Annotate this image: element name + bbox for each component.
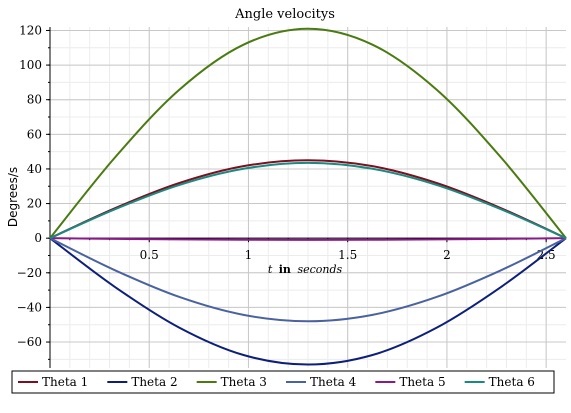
- y-tick-label: 120: [19, 23, 42, 37]
- x-axis-label-in: in: [279, 263, 291, 276]
- x-tick-label: 2.5: [537, 248, 556, 262]
- y-tick-label: 60: [27, 127, 42, 141]
- x-axis-label-unit: seconds: [297, 263, 342, 276]
- x-tick-label: 1.5: [338, 248, 357, 262]
- y-tick-label: −60: [17, 335, 42, 349]
- x-tick-label: 0.5: [140, 248, 159, 262]
- x-axis-label-var: t: [268, 263, 273, 276]
- x-axis-label: t in seconds: [268, 263, 343, 276]
- legend-label-theta-6: Theta 6: [489, 375, 535, 389]
- y-tick-label: −20: [17, 266, 42, 280]
- y-tick-label: 100: [19, 58, 42, 72]
- grid: [50, 27, 566, 368]
- y-tick-label: 80: [27, 93, 42, 107]
- x-tick-label: 1: [245, 248, 253, 262]
- y-tick-label: 40: [27, 162, 42, 176]
- y-tick-label: 20: [27, 197, 42, 211]
- legend-label-theta-5: Theta 5: [399, 375, 445, 389]
- x-tick-label: 2: [443, 248, 451, 262]
- y-tick-label: 0: [34, 231, 42, 245]
- y-axis-label: Degrees/s: [6, 167, 20, 227]
- legend-label-theta-1: Theta 1: [42, 375, 88, 389]
- legend-label-theta-3: Theta 3: [221, 375, 267, 389]
- legend: Theta 1 Theta 2 Theta 3 Theta 4 Theta 5 Theta…: [12, 371, 554, 393]
- legend-label-theta-2: Theta 2: [131, 375, 177, 389]
- legend-label-theta-4: Theta 4: [310, 375, 357, 389]
- axes: −60 −40 −20 0 20 40 60 80 100 120 0.5 1 1.5 2 2.5: [17, 23, 566, 368]
- y-tick-label: −40: [17, 300, 42, 314]
- chart-title: Angle velocitys: [234, 7, 335, 22]
